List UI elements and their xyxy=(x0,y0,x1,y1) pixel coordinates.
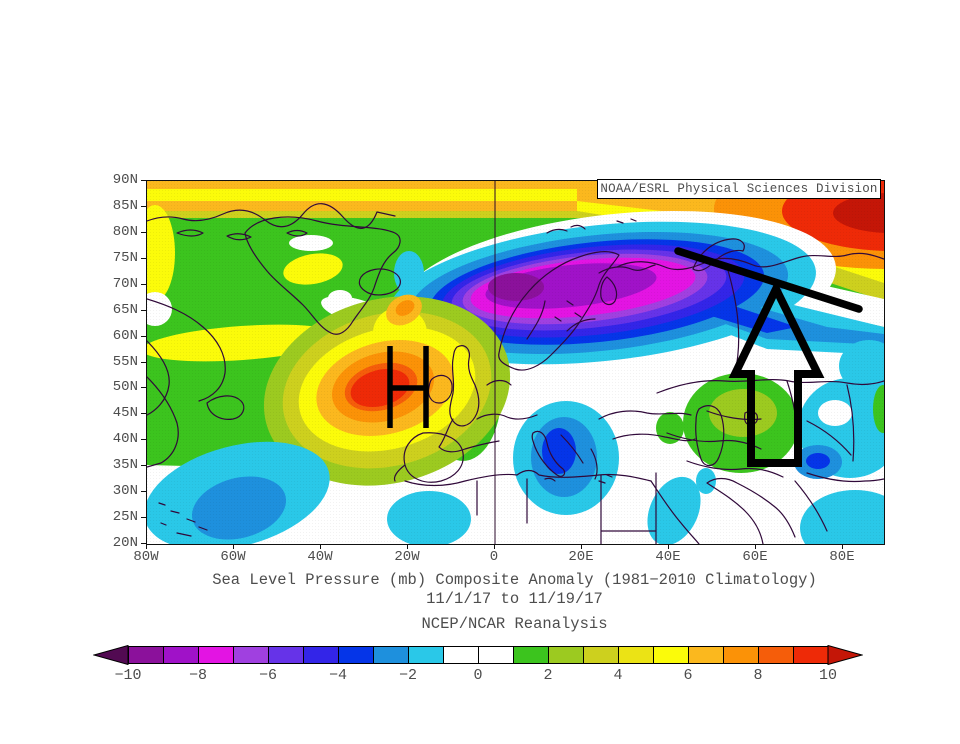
colorbar-cell xyxy=(724,647,759,663)
lat-tick xyxy=(141,465,146,467)
lat-tick-label: 90N xyxy=(112,172,138,188)
colorbar-cell xyxy=(584,647,619,663)
lon-tick-label: 40E xyxy=(655,549,681,565)
colorbar-tick-label: −6 xyxy=(258,667,277,684)
lat-tick xyxy=(141,283,146,285)
colorbar-tick-label: −4 xyxy=(328,667,347,684)
lat-tick-label: 70N xyxy=(112,275,138,292)
lat-tick-label: 50N xyxy=(112,379,138,396)
lon-tick-label: 20E xyxy=(568,549,594,565)
lon-tick-label: 20W xyxy=(394,549,420,565)
colorbar-cell xyxy=(514,647,549,663)
colorbar-cell xyxy=(794,647,829,663)
colorbar-tick-label: 4 xyxy=(613,667,623,684)
lon-tick-label: 80W xyxy=(133,549,159,565)
lon-tick-label: 60W xyxy=(220,549,246,565)
chart-dataset: NCEP/NCAR Reanalysis xyxy=(421,615,608,633)
colorbar-cell xyxy=(304,647,339,663)
colorbar-cell xyxy=(619,647,654,663)
lon-tick xyxy=(668,544,669,549)
lat-tick-label: 65N xyxy=(112,301,138,318)
lon-tick xyxy=(494,544,495,549)
lat-tick-label: 60N xyxy=(112,327,138,344)
lat-tick xyxy=(141,335,146,337)
colorbar-cell xyxy=(269,647,304,663)
lat-tick-label: 30N xyxy=(112,483,138,500)
colorbar-tick-label: −10 xyxy=(114,667,142,684)
lon-tick xyxy=(581,544,582,549)
lat-tick xyxy=(141,491,146,493)
colorbar-cell xyxy=(234,647,269,663)
coastlines xyxy=(147,203,884,544)
colorbar-tick-label: 0 xyxy=(473,667,483,684)
lon-tick-label: 0 xyxy=(489,549,499,565)
lon-tick xyxy=(842,544,843,549)
map-frame xyxy=(146,180,885,545)
lat-tick xyxy=(141,517,146,519)
colorbar-tick-label: 8 xyxy=(753,667,763,684)
colorbar-cell xyxy=(164,647,199,663)
colorbar-cell xyxy=(759,647,794,663)
lat-tick xyxy=(141,180,146,181)
lat-tick xyxy=(141,309,146,311)
lat-tick-label: 85N xyxy=(112,197,138,214)
lat-tick xyxy=(141,205,146,207)
colorbar xyxy=(128,646,829,664)
lat-tick-label: 35N xyxy=(112,457,138,474)
lon-tick xyxy=(320,544,321,549)
lat-tick-label: 75N xyxy=(112,249,138,266)
lat-tick-label: 45N xyxy=(112,405,138,422)
lat-tick xyxy=(141,387,146,389)
colorbar-cell xyxy=(199,647,234,663)
lat-tick xyxy=(141,231,146,233)
lat-tick xyxy=(141,413,146,415)
lon-tick-label: 60E xyxy=(742,549,768,565)
colorbar-tick-label: 2 xyxy=(543,667,553,684)
colorbar-cell xyxy=(374,647,409,663)
lat-tick-label: 80N xyxy=(112,223,138,240)
lon-tick-label: 80E xyxy=(829,549,855,565)
lat-tick xyxy=(141,257,146,259)
map xyxy=(147,181,884,544)
lat-tick-label: 40N xyxy=(112,431,138,448)
lat-tick xyxy=(141,543,146,544)
colorbar-tick-label: 6 xyxy=(683,667,693,684)
colorbar-cell xyxy=(129,647,164,663)
colorbar-tick-label: 10 xyxy=(818,667,837,684)
lon-tick xyxy=(233,544,234,549)
lon-tick xyxy=(407,544,408,549)
lon-tick xyxy=(755,544,756,549)
anomaly-fills xyxy=(147,181,884,544)
block-arrow-annotation xyxy=(728,279,825,467)
lon-tick-label: 40W xyxy=(307,549,333,565)
colorbar-cell xyxy=(654,647,689,663)
lat-tick-label: 20N xyxy=(112,535,138,551)
high-marker xyxy=(387,346,429,428)
colorbar-left-arrow xyxy=(93,645,129,665)
lon-tick xyxy=(146,544,147,549)
line-annotation xyxy=(674,247,863,313)
colorbar-right-arrow xyxy=(827,645,863,665)
lat-tick-label: 25N xyxy=(112,509,138,526)
chart-date-range: 11/1/17 to 11/19/17 xyxy=(426,590,603,608)
colorbar-cell xyxy=(549,647,584,663)
credit-box: NOAA/ESRL Physical Sciences Division xyxy=(597,179,881,199)
colorbar-cell xyxy=(339,647,374,663)
lat-tick-label: 55N xyxy=(112,353,138,370)
colorbar-cell xyxy=(479,647,514,663)
chart-title: Sea Level Pressure (mb) Composite Anomal… xyxy=(212,571,817,589)
colorbar-cell xyxy=(689,647,724,663)
colorbar-cell xyxy=(444,647,479,663)
colorbar-cell xyxy=(409,647,444,663)
colorbar-tick-label: −2 xyxy=(398,667,417,684)
lat-tick xyxy=(141,361,146,363)
colorbar-tick-label: −8 xyxy=(188,667,207,684)
credit-text: NOAA/ESRL Physical Sciences Division xyxy=(600,182,878,196)
lat-tick xyxy=(141,439,146,441)
